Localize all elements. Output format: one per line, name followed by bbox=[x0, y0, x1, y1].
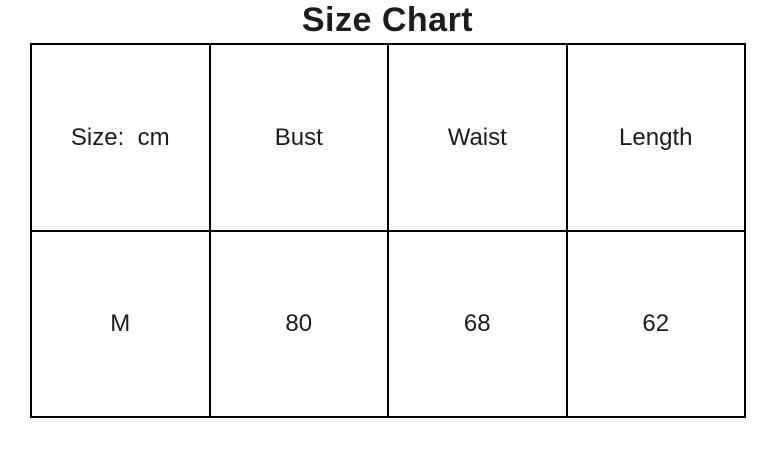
table-row: M 80 68 62 bbox=[30, 230, 746, 418]
header-cell-length: Length bbox=[565, 43, 746, 232]
cell-waist-value: 68 bbox=[387, 230, 568, 418]
table-header-row: Size: cm Bust Waist Length bbox=[30, 43, 746, 232]
header-cell-waist: Waist bbox=[387, 43, 568, 232]
page-title: Size Chart bbox=[301, 1, 474, 39]
header-cell-bust: Bust bbox=[208, 43, 389, 232]
cell-bust-value: 80 bbox=[208, 230, 389, 418]
cell-size-value: M bbox=[30, 230, 211, 418]
size-chart-table: Size: cm Bust Waist Length M 80 68 62 bbox=[30, 43, 746, 418]
header-cell-size: Size: cm bbox=[30, 43, 211, 232]
cell-length-value: 62 bbox=[565, 230, 746, 418]
